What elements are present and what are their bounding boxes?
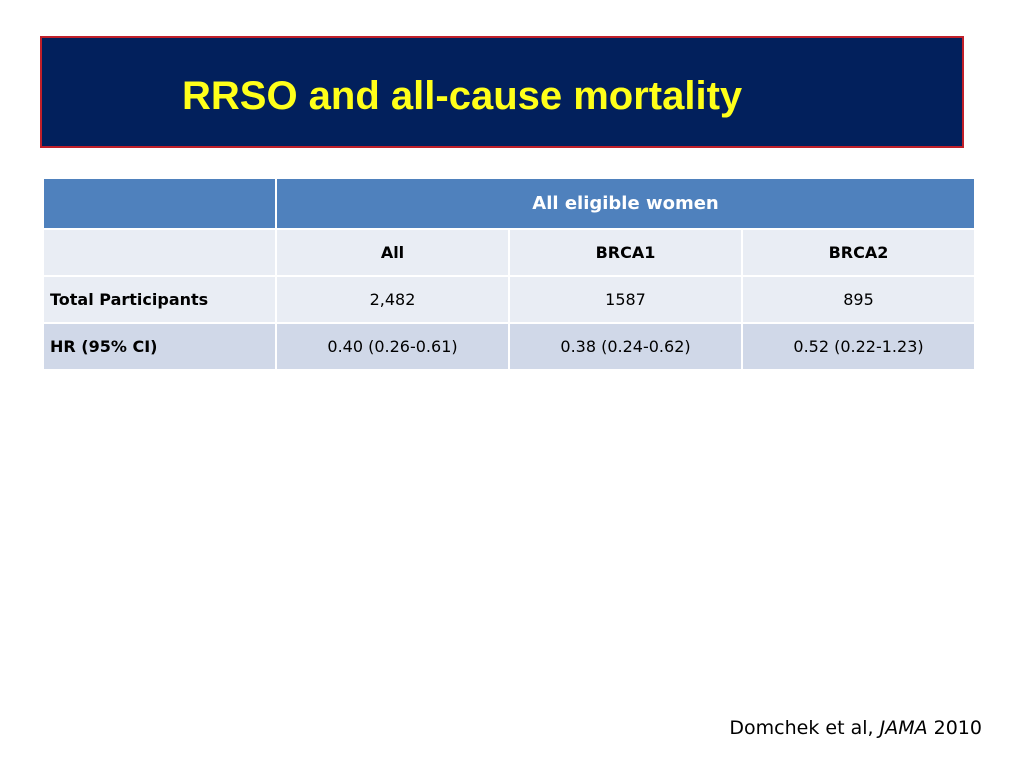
cell-hr-all: 0.40 (0.26-0.61)	[275, 322, 510, 371]
table-row: Total Participants 2,482 1587 895	[42, 275, 977, 324]
citation-authors: Domchek et al,	[729, 717, 880, 739]
slide-title: RRSO and all-cause mortality	[182, 74, 743, 118]
cell-hr-brca1: 0.38 (0.24-0.62)	[508, 322, 743, 371]
column-header-brca1: BRCA1	[508, 228, 743, 277]
citation-journal: JAMA	[879, 717, 928, 739]
table-header-row: All eligible women	[42, 177, 977, 230]
subheader-empty-cell	[42, 228, 277, 277]
column-header-row: All BRCA1 BRCA2	[42, 228, 977, 277]
mortality-table: All eligible women All BRCA1 BRCA2 Total…	[42, 177, 977, 371]
title-banner: RRSO and all-cause mortality	[40, 36, 964, 148]
column-header-all: All	[275, 228, 510, 277]
row-label-hr: HR (95% CI)	[42, 322, 277, 371]
header-empty-cell	[42, 177, 277, 230]
column-header-brca2: BRCA2	[740, 228, 977, 277]
cell-total-all: 2,482	[275, 275, 510, 324]
cell-total-brca2: 895	[740, 275, 977, 324]
citation-year: 2010	[927, 717, 982, 739]
cell-total-brca1: 1587	[508, 275, 743, 324]
row-label-total-participants: Total Participants	[42, 275, 277, 324]
citation: Domchek et al, JAMA 2010	[729, 714, 982, 742]
cell-hr-brca2: 0.52 (0.22-1.23)	[740, 322, 977, 371]
table-row: HR (95% CI) 0.40 (0.26-0.61) 0.38 (0.24-…	[42, 322, 977, 371]
group-header: All eligible women	[274, 177, 977, 230]
